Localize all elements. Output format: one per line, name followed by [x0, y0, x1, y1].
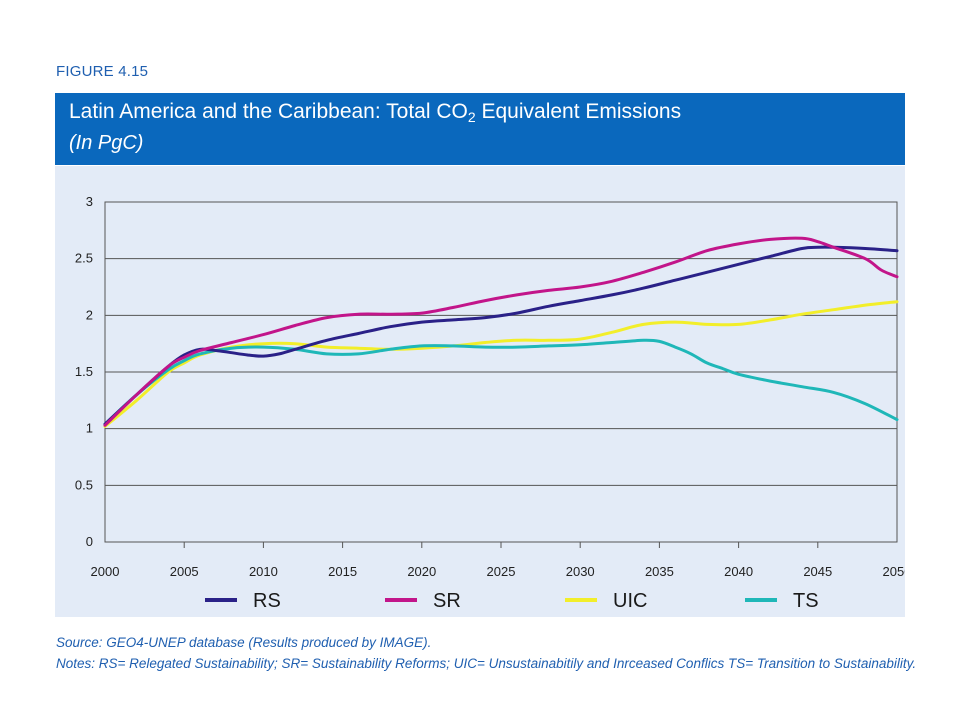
chart-title: Latin America and the Caribbean: Total C…	[69, 99, 891, 130]
y-tick-label: 2.5	[75, 251, 93, 266]
legend-label-uic: UIC	[613, 590, 647, 612]
legend: RS SR UIC TS	[205, 590, 819, 612]
chart-title-main: Latin America and the Caribbean: Total C…	[69, 100, 468, 123]
chart-notes: Source: GEO4-UNEP database (Results prod…	[56, 632, 916, 674]
x-tick-label: 2030	[566, 564, 595, 579]
chart-title-rest: Equivalent Emissions	[475, 100, 682, 123]
series-line-rs	[103, 245, 899, 426]
legend-label-ts: TS	[793, 590, 819, 612]
chart-title-subscript: 2	[467, 109, 476, 125]
chart-title-banner: Latin America and the Caribbean: Total C…	[55, 93, 905, 165]
x-tick-label: 2000	[91, 564, 120, 579]
abbreviations-note: Notes: RS= Relegated Sustainability; SR=…	[56, 656, 917, 671]
axis-ticks: 0 0.5 1 1.5 2 2.5 3 2000 2005 2010 2015 2020 2025 203…	[75, 194, 905, 579]
chart-subtitle: (In PgC)	[69, 132, 144, 154]
legend-label-sr: SR	[433, 590, 461, 612]
x-tick-label: 2020	[407, 564, 436, 579]
y-tick-label: 3	[86, 194, 93, 209]
y-tick-label: 1.5	[75, 364, 93, 379]
chart-panel: 0 0.5 1 1.5 2 2.5 3 2000 2005 2010 2015 2020 2025 203…	[55, 166, 905, 617]
x-tick-label: 2050	[883, 564, 905, 579]
y-tick-label: 1	[86, 421, 93, 436]
legend-label-rs: RS	[253, 590, 281, 612]
x-tick-label: 2045	[803, 564, 832, 579]
series-line-ts	[103, 338, 899, 426]
y-tick-label: 0	[86, 534, 93, 549]
series-line-sr	[103, 236, 899, 427]
x-tick-label: 2040	[724, 564, 753, 579]
series-lines	[103, 236, 899, 428]
emissions-line-chart: 0 0.5 1 1.5 2 2.5 3 2000 2005 2010 2015 2020 2025 203…	[75, 194, 905, 612]
source-note: Source: GEO4-UNEP database (Results prod…	[56, 635, 432, 650]
figure-label: FIGURE 4.15	[56, 63, 149, 80]
y-tick-label: 2	[86, 307, 93, 322]
x-tick-label: 2035	[645, 564, 674, 579]
x-tick-label: 2010	[249, 564, 278, 579]
x-tick-label: 2025	[487, 564, 516, 579]
x-tick-label: 2005	[170, 564, 199, 579]
y-tick-label: 0.5	[75, 477, 93, 492]
x-tick-label: 2015	[328, 564, 357, 579]
